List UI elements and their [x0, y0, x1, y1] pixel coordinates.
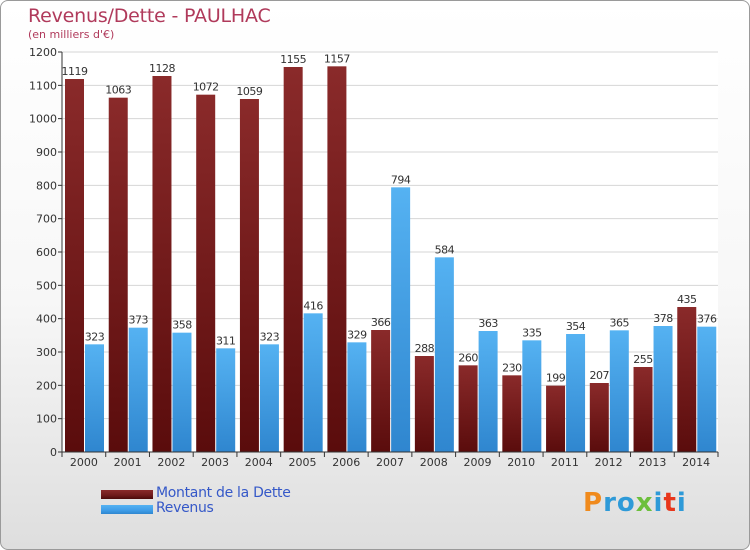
- bar-revenus: [391, 187, 411, 453]
- y-tick-label: 800: [36, 179, 57, 192]
- value-label-dette: 1157: [324, 52, 350, 65]
- y-tick-label: 100: [36, 413, 57, 426]
- value-label-dette: 1128: [149, 62, 175, 75]
- x-tick-label: 2005: [289, 456, 317, 469]
- value-label-revenus: 584: [435, 243, 455, 256]
- value-label-revenus: 354: [566, 320, 586, 333]
- value-label-dette: 1155: [280, 53, 306, 66]
- value-label-revenus: 323: [85, 330, 105, 343]
- value-label-dette: 260: [458, 351, 478, 364]
- x-tick-label: 2010: [507, 456, 535, 469]
- bar-revenus: [434, 257, 454, 452]
- x-tick-label: 2001: [114, 456, 142, 469]
- y-tick-label: 900: [36, 146, 57, 159]
- x-tick-label: 2006: [332, 456, 360, 469]
- bar-dette: [108, 97, 128, 453]
- value-label-revenus: 363: [478, 317, 498, 330]
- bar-dette: [502, 375, 522, 452]
- y-tick-label: 1200: [29, 46, 57, 59]
- bar-revenus: [128, 327, 148, 452]
- y-tick-label: 300: [36, 346, 57, 359]
- value-label-revenus: 311: [216, 334, 236, 347]
- x-tick-label: 2014: [682, 456, 710, 469]
- bar-revenus: [653, 326, 673, 452]
- y-tick-label: 600: [36, 246, 57, 259]
- value-label-dette: 1072: [193, 81, 219, 94]
- x-tick-label: 2004: [245, 456, 273, 469]
- bar-dette: [371, 330, 391, 452]
- x-tick-label: 2013: [638, 456, 666, 469]
- bar-dette: [327, 66, 347, 452]
- bar-revenus: [478, 331, 498, 452]
- value-label-revenus: 376: [697, 313, 717, 326]
- y-tick-label: 700: [36, 213, 57, 226]
- value-label-dette: 207: [590, 369, 610, 382]
- bar-dette: [633, 367, 653, 452]
- y-tick-label: 1000: [29, 113, 57, 126]
- chart-title: Revenus/Dette - PAULHAC: [28, 5, 271, 27]
- legend-swatch-dette: [101, 490, 153, 499]
- legend-swatch-revenus: [101, 505, 153, 514]
- y-tick-label: 200: [36, 379, 57, 392]
- bar-dette: [589, 383, 609, 452]
- value-label-dette: 1059: [236, 85, 262, 98]
- value-label-revenus: 378: [653, 312, 673, 325]
- bar-revenus: [172, 332, 192, 452]
- bar-dette: [458, 365, 478, 452]
- value-label-dette: 288: [415, 342, 435, 355]
- x-tick-label: 2002: [157, 456, 185, 469]
- value-label-revenus: 794: [391, 173, 411, 186]
- chart-subtitle: (en milliers d'€): [28, 28, 115, 41]
- bar-dette: [546, 385, 566, 452]
- x-tick-label: 2003: [201, 456, 229, 469]
- bar-dette: [414, 356, 434, 452]
- y-tick-label: 1100: [29, 79, 57, 92]
- bar-revenus: [85, 344, 104, 452]
- bar-dette: [196, 94, 216, 453]
- bar-revenus: [259, 344, 279, 452]
- value-label-dette: 366: [371, 316, 391, 329]
- bar-revenus: [216, 348, 236, 452]
- value-label-dette: 1063: [105, 84, 131, 97]
- value-label-dette: 1119: [62, 65, 88, 78]
- legend-label-revenus: Revenus: [156, 500, 214, 516]
- bar-revenus: [566, 334, 586, 452]
- bar-revenus: [697, 326, 717, 452]
- bar-dette: [65, 79, 84, 452]
- bar-dette: [677, 307, 697, 452]
- value-label-revenus: 335: [522, 326, 542, 339]
- value-label-revenus: 323: [260, 330, 280, 343]
- value-label-dette: 435: [677, 293, 697, 306]
- bar-revenus: [347, 342, 367, 452]
- value-label-dette: 199: [546, 372, 566, 385]
- bar-revenus: [522, 340, 542, 452]
- value-label-revenus: 358: [172, 319, 192, 332]
- bar-revenus: [609, 330, 629, 452]
- value-label-revenus: 416: [303, 299, 323, 312]
- value-label-revenus: 365: [610, 316, 630, 329]
- bar-dette: [283, 67, 303, 452]
- x-tick-label: 2000: [70, 456, 98, 469]
- bar-dette: [152, 76, 172, 452]
- x-tick-label: 2012: [595, 456, 623, 469]
- x-tick-label: 2009: [463, 456, 491, 469]
- bar-revenus: [303, 313, 323, 452]
- value-label-dette: 230: [502, 361, 522, 374]
- bar-dette: [239, 99, 259, 452]
- x-tick-label: 2007: [376, 456, 404, 469]
- x-tick-label: 2008: [420, 456, 448, 469]
- x-tick-label: 2011: [551, 456, 579, 469]
- value-label-dette: 255: [633, 353, 653, 366]
- y-tick-label: 400: [36, 313, 57, 326]
- value-label-revenus: 329: [347, 328, 367, 341]
- y-tick-label: 500: [36, 279, 57, 292]
- legend-label-dette: Montant de la Dette: [156, 485, 291, 501]
- proxiti-logo: Proxiti: [583, 488, 687, 518]
- value-label-revenus: 373: [128, 314, 148, 327]
- y-tick-label: 0: [50, 446, 57, 459]
